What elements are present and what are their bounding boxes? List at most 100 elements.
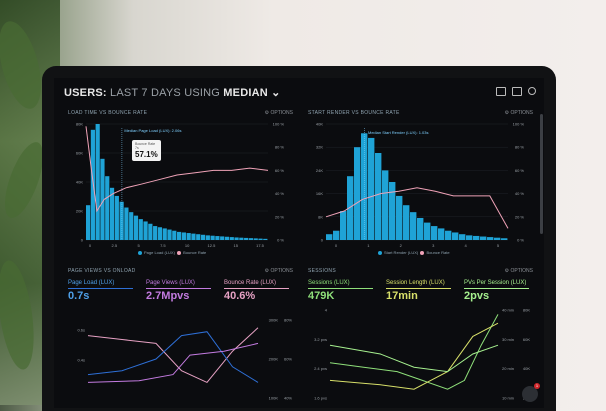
histogram-bar — [333, 230, 340, 240]
options-button[interactable]: ⚙ OPTIONS — [504, 110, 533, 116]
sessions-line — [329, 314, 499, 390]
histogram-bar — [459, 234, 466, 240]
histogram-bar — [86, 205, 91, 240]
metric-label: Page Load (LUX) — [68, 280, 115, 286]
histogram-bar — [114, 195, 119, 240]
histogram-bar — [196, 234, 201, 240]
histogram-bar — [220, 236, 225, 240]
page-load-line — [87, 331, 259, 383]
x-tick-label: 3 — [432, 243, 435, 248]
monitor-icon[interactable] — [496, 87, 506, 96]
histogram-bar — [340, 211, 347, 240]
dashboard-title[interactable]: USERS: LAST 7 DAYS USING MEDIAN ⌄ — [64, 86, 281, 99]
options-button[interactable]: ⚙ OPTIONS — [504, 268, 533, 274]
histogram-bar — [487, 237, 494, 240]
histogram-bar — [181, 232, 186, 240]
y-tick-label: 3.2 pvs — [314, 337, 327, 342]
tooltip-sub: 7s — [135, 146, 139, 150]
y-tick-label: 4 — [325, 308, 328, 313]
info-icon[interactable] — [528, 87, 536, 95]
metric-underline — [146, 288, 211, 289]
y2-tick-label: 20 % — [275, 214, 285, 219]
header-icons — [496, 87, 536, 96]
histogram-bar — [109, 187, 115, 240]
histogram-bar — [138, 219, 143, 240]
metric-underline — [464, 288, 529, 289]
x-tick-label: 10 — [185, 243, 190, 248]
title-range: LAST 7 DAYS — [110, 87, 181, 99]
y2-tick-label: 200K — [269, 357, 279, 362]
histogram-bar — [347, 176, 354, 240]
y2-tick-label: 80 % — [515, 145, 525, 150]
histogram-bar — [153, 226, 158, 240]
options-button[interactable]: ⚙ OPTIONS — [264, 268, 293, 274]
title-using: USING — [184, 87, 221, 99]
histogram-bar — [410, 212, 417, 240]
histogram-bar — [501, 238, 508, 240]
histogram-bar — [375, 153, 382, 240]
chart-legend: Start Render (LUX) Bounce Rate — [378, 250, 450, 255]
median-annotation: Median Page Load (LUX): 2.06s — [124, 128, 181, 133]
y2-tick-label: 60 % — [515, 168, 525, 173]
metric-label: Page Views (LUX) — [146, 280, 195, 286]
y2-tick-label: 60 % — [275, 168, 285, 173]
histogram-bar — [326, 234, 333, 240]
image-icon[interactable] — [512, 87, 522, 96]
histogram-bar — [368, 137, 375, 240]
histogram-bar — [90, 129, 95, 240]
histogram-bar — [162, 228, 167, 240]
x-tick-label: 2 — [400, 243, 403, 248]
y-tick-label: 2.4 pvs — [314, 366, 327, 371]
x-tick-label: 5 — [137, 243, 140, 248]
histogram-bar — [396, 195, 403, 240]
histogram-bar — [119, 201, 124, 240]
x-tick-label: 12.5 — [208, 243, 217, 248]
histogram-bar — [244, 237, 249, 240]
y-tick-label: 80K — [76, 122, 83, 127]
y3-tick-label: 60% — [284, 357, 292, 362]
y-tick-label: 20K — [76, 209, 83, 214]
histogram-bar — [105, 176, 110, 240]
histogram-bar — [100, 158, 105, 240]
histogram-bar — [129, 212, 134, 240]
median-annotation: Median Start Render (LUX): 1.03s — [368, 130, 428, 135]
y-tick-label: 16K — [316, 191, 323, 196]
options-button[interactable]: ⚙ OPTIONS — [264, 110, 293, 116]
legend-item: Bounce Rate — [183, 250, 207, 255]
histogram-bar — [186, 233, 191, 240]
histogram-bar — [438, 228, 445, 240]
title-prefix: USERS: — [64, 87, 107, 99]
page-views-line — [87, 342, 259, 383]
chevron-down-icon[interactable]: ⌄ — [271, 87, 281, 99]
chat-icon[interactable] — [522, 386, 538, 402]
legend-dot — [177, 250, 182, 255]
legend-item: Bounce Rate — [426, 250, 450, 255]
metric-value: 2pvs — [464, 290, 490, 302]
views-vs-onload-chart: 0.6s 0.4s 300K 200K 100K 80% 60% 40% — [77, 318, 292, 401]
y-tick-label: 40K — [76, 180, 83, 185]
title-method: MEDIAN — [223, 87, 268, 99]
sessions-panel: SESSIONS ⚙ OPTIONS Sessions (LUX) 479K S… — [308, 268, 533, 408]
histogram-bar — [431, 226, 438, 240]
histogram-bar — [234, 237, 239, 240]
y-tick-label: 32K — [316, 145, 323, 150]
bounce-tooltip: Bounce Rate 7s 57.1% — [132, 140, 161, 161]
y3-tick-label: 40% — [284, 396, 292, 401]
y-tick-label: 0.4s — [77, 358, 85, 363]
metric-label: PVs Per Session (LUX) — [464, 280, 527, 286]
y2-tick-label: 100K — [269, 396, 279, 401]
histogram-bar — [143, 221, 148, 240]
pvs-per-session-line — [329, 344, 499, 373]
scrollbar[interactable] — [540, 114, 543, 234]
histogram-bar — [177, 231, 182, 240]
y2-tick-label: 40 % — [515, 191, 525, 196]
y2-tick-label: 0 % — [277, 238, 284, 243]
y3-tick-label: 80K — [523, 308, 530, 313]
histogram-bar — [466, 235, 473, 240]
y-tick-label: 0 — [81, 238, 84, 243]
x-tick-label: 0 — [89, 243, 92, 248]
legend-dot — [138, 250, 142, 255]
histogram-bar — [424, 222, 431, 240]
y-tick-label: 40K — [316, 122, 323, 127]
legend-item: Page Load (LUX) — [144, 250, 175, 255]
